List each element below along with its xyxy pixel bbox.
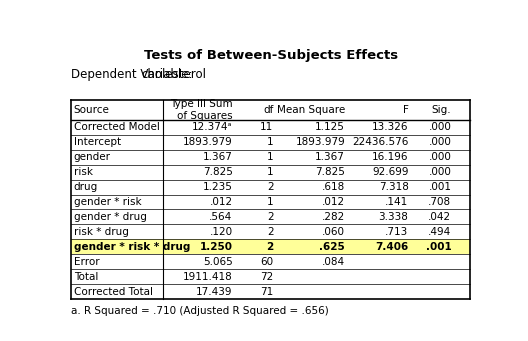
Text: .618: .618 xyxy=(322,182,345,192)
Text: 11: 11 xyxy=(260,122,274,132)
Text: .042: .042 xyxy=(428,212,451,222)
Text: risk: risk xyxy=(74,167,93,177)
Text: 2: 2 xyxy=(266,242,274,252)
Text: .120: .120 xyxy=(210,227,232,237)
Text: Sig.: Sig. xyxy=(432,105,451,115)
Text: Corrected Total: Corrected Total xyxy=(74,287,153,297)
Text: .564: .564 xyxy=(209,212,232,222)
Text: 17.439: 17.439 xyxy=(196,287,232,297)
Text: 7.318: 7.318 xyxy=(379,182,409,192)
Text: 3.338: 3.338 xyxy=(379,212,409,222)
Text: 22436.576: 22436.576 xyxy=(352,137,409,147)
Text: 7.825: 7.825 xyxy=(203,167,232,177)
Text: 1.235: 1.235 xyxy=(203,182,232,192)
Text: 1.250: 1.250 xyxy=(200,242,232,252)
Text: 60: 60 xyxy=(260,257,274,267)
Text: 16.196: 16.196 xyxy=(372,152,409,162)
Text: 1893.979: 1893.979 xyxy=(295,137,345,147)
Text: .000: .000 xyxy=(429,152,451,162)
Text: 13.326: 13.326 xyxy=(372,122,409,132)
Text: gender * risk: gender * risk xyxy=(74,197,142,207)
Text: 2: 2 xyxy=(267,182,274,192)
Text: 1: 1 xyxy=(267,197,274,207)
Text: .012: .012 xyxy=(322,197,345,207)
Text: Source: Source xyxy=(74,105,110,115)
Text: 1: 1 xyxy=(267,152,274,162)
Text: gender: gender xyxy=(74,152,111,162)
Text: .001: .001 xyxy=(426,242,451,252)
Text: 12.374ᵃ: 12.374ᵃ xyxy=(192,122,232,132)
Text: .000: .000 xyxy=(429,122,451,132)
Text: Corrected Model: Corrected Model xyxy=(74,122,159,132)
Text: .713: .713 xyxy=(385,227,409,237)
Text: .000: .000 xyxy=(429,137,451,147)
Text: .282: .282 xyxy=(322,212,345,222)
Text: 92.699: 92.699 xyxy=(372,167,409,177)
Text: 2: 2 xyxy=(267,227,274,237)
Text: a. R Squared = .710 (Adjusted R Squared = .656): a. R Squared = .710 (Adjusted R Squared … xyxy=(71,306,328,316)
Text: 7.406: 7.406 xyxy=(375,242,409,252)
Text: .012: .012 xyxy=(210,197,232,207)
Text: .000: .000 xyxy=(429,167,451,177)
Text: Intercept: Intercept xyxy=(74,137,121,147)
Text: 1.125: 1.125 xyxy=(315,122,345,132)
Text: 1.367: 1.367 xyxy=(315,152,345,162)
Text: 5.065: 5.065 xyxy=(203,257,232,267)
Text: .494: .494 xyxy=(428,227,451,237)
Text: 7.825: 7.825 xyxy=(315,167,345,177)
Text: Total: Total xyxy=(74,272,98,282)
Text: .001: .001 xyxy=(428,182,451,192)
Text: df: df xyxy=(263,105,274,115)
Text: 71: 71 xyxy=(260,287,274,297)
Bar xyxy=(71,239,470,254)
Text: 1: 1 xyxy=(267,137,274,147)
Text: gender * risk * drug: gender * risk * drug xyxy=(74,242,190,252)
Text: .141: .141 xyxy=(385,197,409,207)
Text: risk * drug: risk * drug xyxy=(74,227,129,237)
Text: .708: .708 xyxy=(428,197,451,207)
Text: Error: Error xyxy=(74,257,99,267)
Text: Mean Square: Mean Square xyxy=(277,105,345,115)
Text: 2: 2 xyxy=(267,212,274,222)
Text: F: F xyxy=(403,105,409,115)
Text: gender * drug: gender * drug xyxy=(74,212,147,222)
Text: 72: 72 xyxy=(260,272,274,282)
Text: Tests of Between-Subjects Effects: Tests of Between-Subjects Effects xyxy=(144,49,398,62)
Text: cholesterol: cholesterol xyxy=(142,69,206,81)
Text: Type III Sum
of Squares: Type III Sum of Squares xyxy=(170,99,232,121)
Text: 1911.418: 1911.418 xyxy=(183,272,232,282)
Text: 1.367: 1.367 xyxy=(203,152,232,162)
Text: Dependent Variable:: Dependent Variable: xyxy=(71,69,192,81)
Text: 1: 1 xyxy=(267,167,274,177)
Text: .625: .625 xyxy=(319,242,345,252)
Text: .060: .060 xyxy=(322,227,345,237)
Text: 1893.979: 1893.979 xyxy=(183,137,232,147)
Text: .084: .084 xyxy=(322,257,345,267)
Text: drug: drug xyxy=(74,182,98,192)
